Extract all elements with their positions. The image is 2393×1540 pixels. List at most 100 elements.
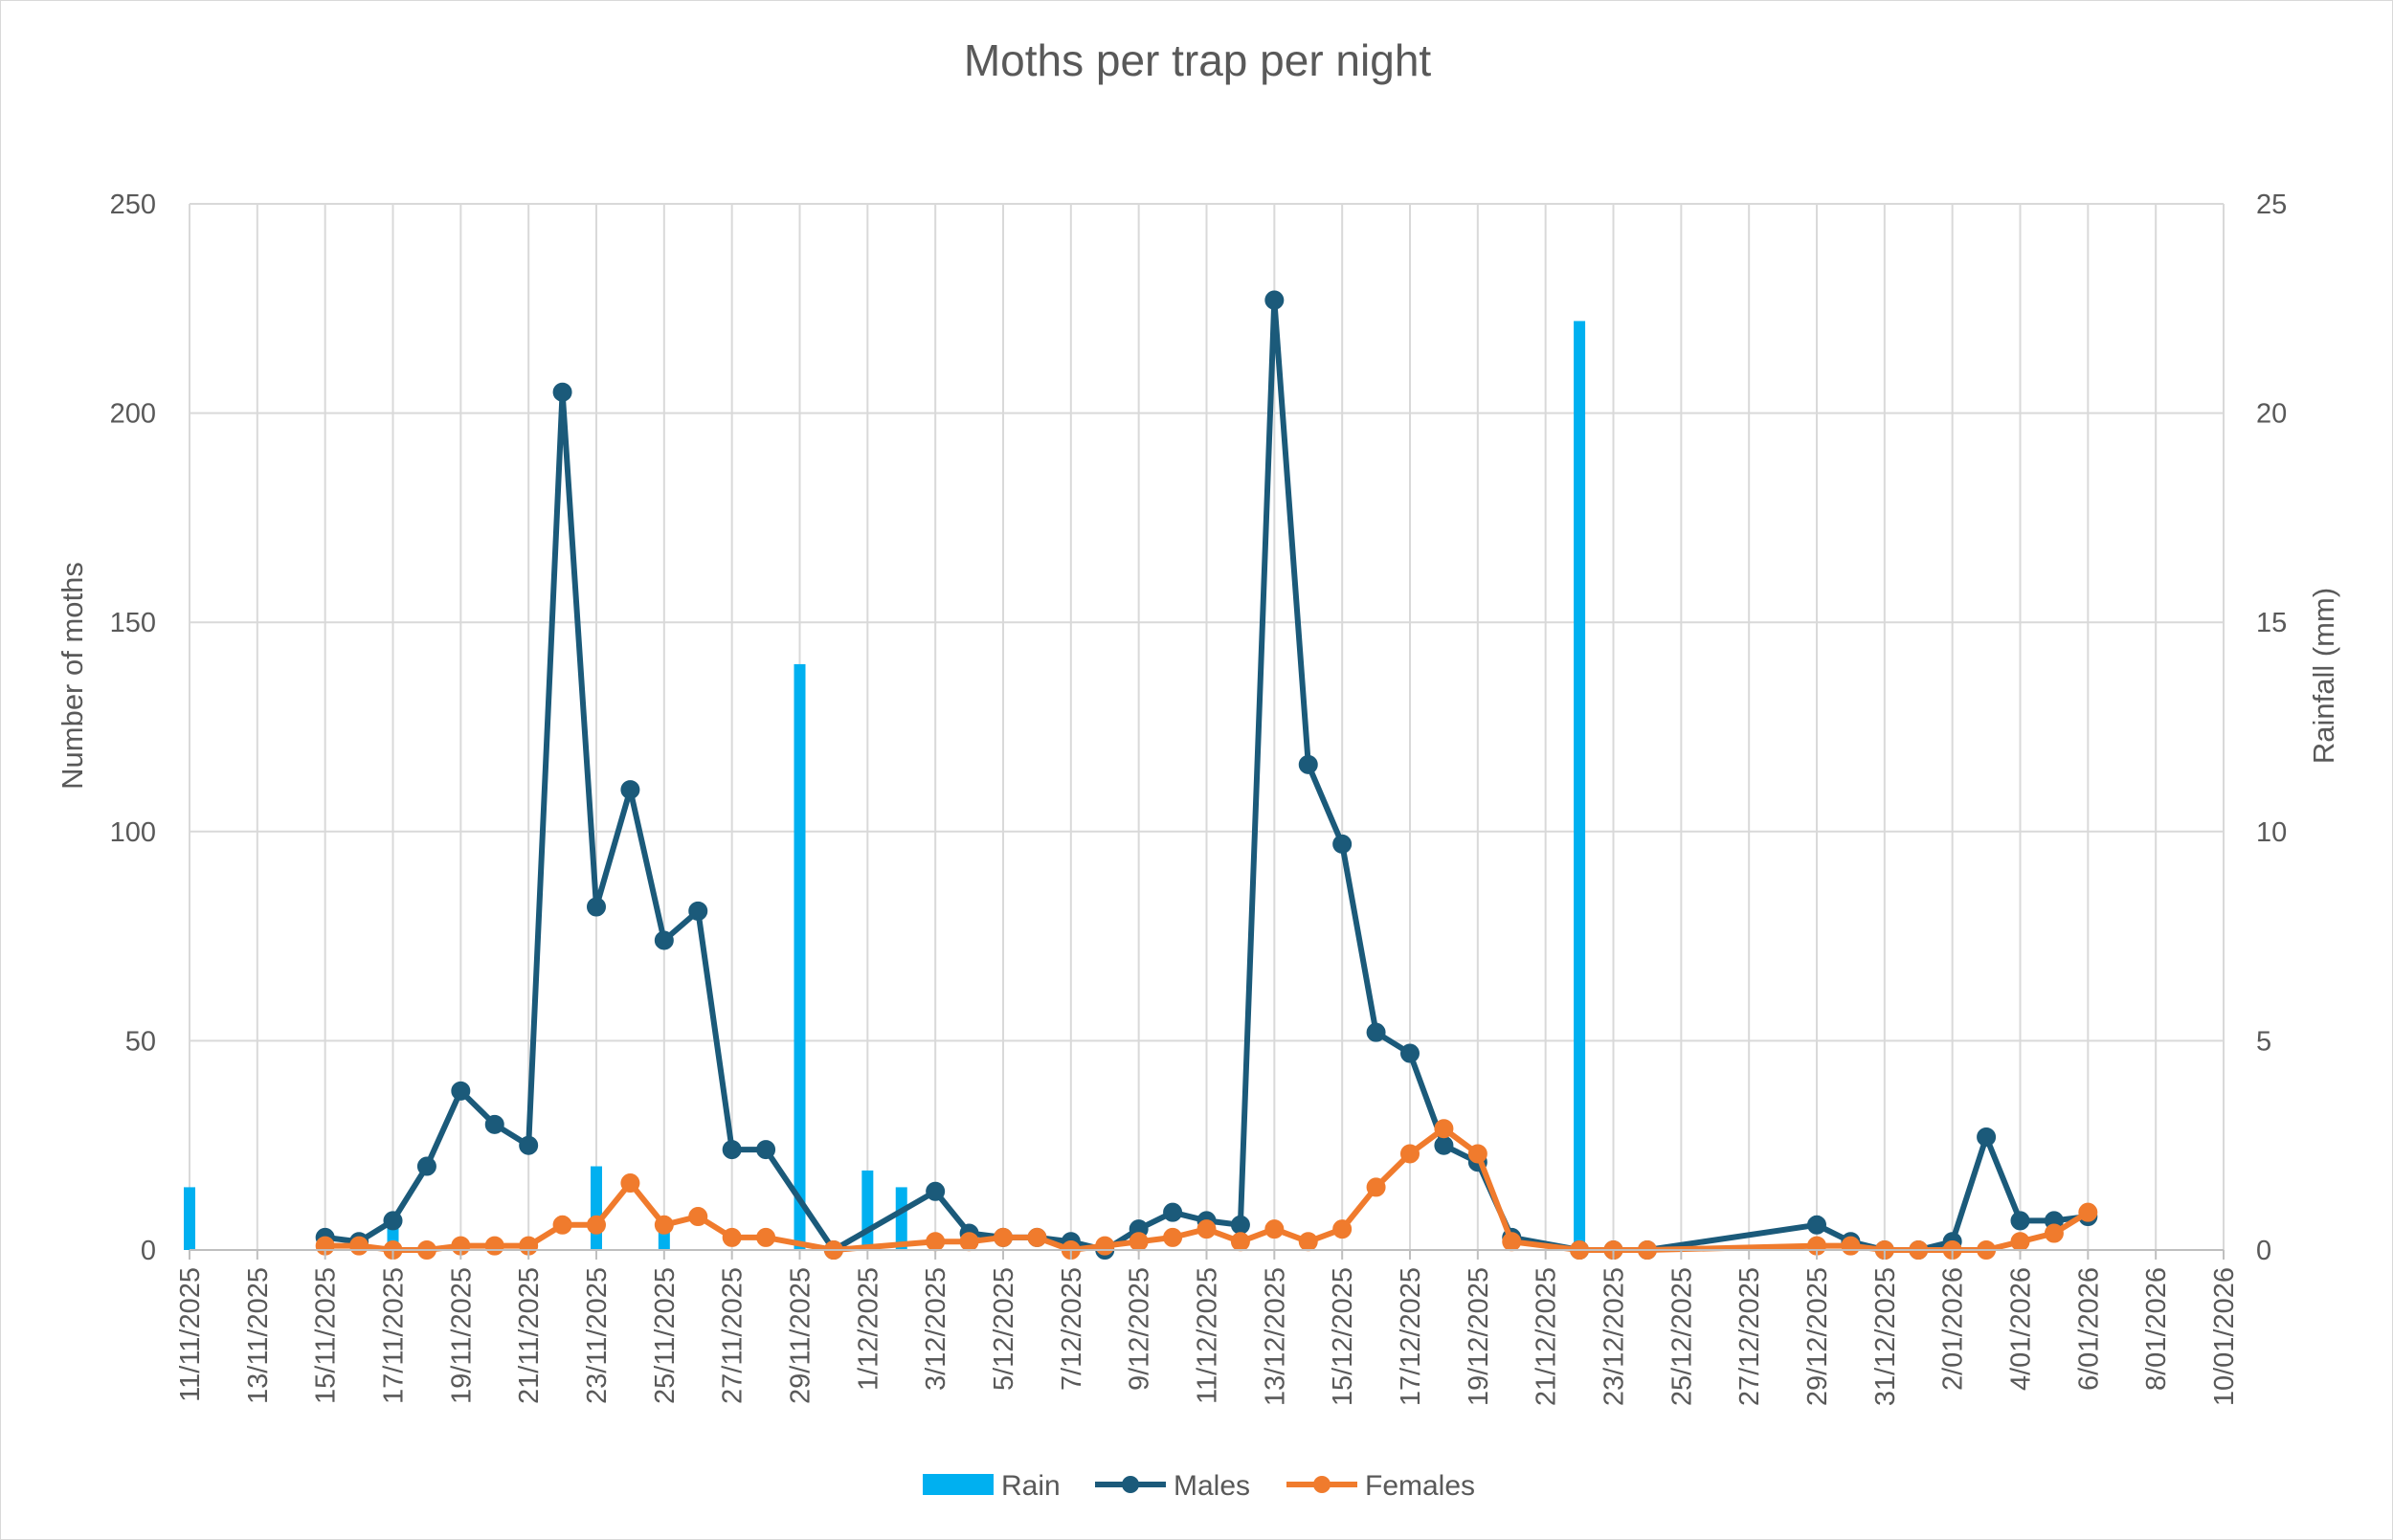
females-point (484, 1236, 504, 1256)
males-point (519, 1135, 539, 1155)
x-tick-label: 29/12/2025 (1802, 1267, 1833, 1406)
x-tick-label: 3/12/2025 (921, 1267, 951, 1391)
x-tick-label: 27/12/2025 (1734, 1267, 1765, 1406)
x-tick-label: 6/01/2026 (2073, 1267, 2104, 1391)
legend-item-females: Females (1286, 1470, 1475, 1502)
females-point (349, 1236, 369, 1256)
y-tick-label: 250 (110, 190, 156, 220)
legend-marker-females (1313, 1476, 1331, 1493)
legend: Rain Males Females (923, 1470, 1475, 1502)
x-tick-label: 27/11/2025 (718, 1267, 749, 1404)
males-point (1230, 1215, 1250, 1235)
x-tick-label: 19/11/2025 (446, 1267, 477, 1404)
x-tick-label: 13/11/2025 (243, 1267, 274, 1404)
y-tick-label: 150 (110, 608, 156, 638)
females-point (1841, 1236, 1861, 1256)
y2-tick-label: 15 (2256, 608, 2287, 638)
x-tick-label: 17/11/2025 (379, 1267, 410, 1404)
x-tick-label: 31/12/2025 (1870, 1267, 1901, 1406)
x-tick-label: 19/12/2025 (1464, 1267, 1494, 1406)
y2-tick-label: 5 (2256, 1026, 2271, 1057)
y-tick-label: 0 (141, 1236, 156, 1266)
females-point (1502, 1232, 1522, 1252)
males-point (1332, 834, 1353, 854)
females-point (2044, 1223, 2064, 1243)
legend-swatch-rain (923, 1474, 994, 1495)
males-point (1807, 1215, 1826, 1235)
gridlines (189, 203, 2225, 1251)
males-point (2010, 1211, 2030, 1231)
x-tick-label: 10/01/2026 (2209, 1267, 2240, 1406)
rain-bar (1574, 321, 1586, 1250)
females-point (1027, 1227, 1047, 1247)
females-point (1434, 1119, 1454, 1139)
males-point (654, 930, 674, 950)
x-tick-label: 5/12/2025 (989, 1267, 1019, 1391)
males-point (1400, 1043, 1420, 1063)
females-point (1129, 1232, 1149, 1252)
x-tick-label: 23/12/2025 (1599, 1267, 1630, 1406)
legend-label-rain: Rain (1001, 1470, 1061, 1502)
males-point (620, 780, 640, 800)
y2-tick-label: 20 (2256, 399, 2287, 430)
x-tick-label: 11/12/2025 (1193, 1267, 1223, 1404)
males-point (1298, 754, 1318, 774)
legend-label-females: Females (1365, 1470, 1475, 1502)
females-point (1467, 1144, 1487, 1164)
females-point (1332, 1219, 1353, 1239)
males-point (383, 1211, 403, 1231)
females-point (1298, 1232, 1318, 1252)
rain-bar (591, 1166, 602, 1250)
x-tick-label: 13/12/2025 (1260, 1267, 1290, 1406)
x-tick-label: 1/12/2025 (853, 1267, 883, 1391)
x-tick-label: 2/01/2026 (1938, 1267, 1969, 1391)
females-point (1163, 1227, 1183, 1247)
x-tick-label: 29/11/2025 (786, 1267, 816, 1404)
males-point (1163, 1202, 1183, 1222)
y-axis-label: Number of moths (56, 562, 89, 790)
x-tick-label: 25/11/2025 (650, 1267, 681, 1404)
x-tick-label: 15/11/2025 (311, 1267, 342, 1404)
y2-axis-label: Rainfall (mm) (2307, 588, 2340, 764)
x-tick-label: 9/12/2025 (1125, 1267, 1155, 1391)
males-point (1366, 1022, 1386, 1042)
x-tick-label: 11/11/2025 (175, 1267, 206, 1402)
females-point (926, 1232, 946, 1252)
y-tick-label: 200 (110, 399, 156, 430)
females-point (2010, 1232, 2030, 1252)
males-point (552, 382, 572, 402)
females-point (1230, 1232, 1250, 1252)
x-tick-label: 7/12/2025 (1057, 1267, 1087, 1391)
males-point (756, 1140, 776, 1160)
females-point (587, 1215, 606, 1235)
males-point (451, 1081, 471, 1101)
y2-tick-label: 10 (2256, 817, 2287, 848)
females-point (654, 1215, 674, 1235)
females-point (1095, 1236, 1115, 1256)
females-point (1366, 1177, 1386, 1197)
males-point (722, 1140, 742, 1160)
males-point (587, 897, 606, 917)
males-point (1977, 1127, 1997, 1147)
x-tick-label: 21/11/2025 (514, 1267, 545, 1404)
rain-bar (794, 663, 806, 1250)
x-tick-label: 21/12/2025 (1532, 1267, 1562, 1406)
x-tick-label: 23/11/2025 (582, 1267, 613, 1404)
chart-title: Moths per trap per night (964, 35, 1432, 85)
females-point (756, 1227, 776, 1247)
x-tick-label: 15/12/2025 (1328, 1267, 1358, 1406)
line-series (315, 290, 2098, 1260)
x-tick-label: 25/12/2025 (1666, 1267, 1697, 1406)
y-tick-label: 100 (110, 817, 156, 848)
legend-label-males: Males (1174, 1470, 1250, 1502)
rain-bar (861, 1170, 874, 1250)
legend-marker-males (1122, 1476, 1139, 1493)
males-point (416, 1156, 436, 1176)
males-point (926, 1181, 946, 1201)
y2-tick-label: 0 (2256, 1236, 2271, 1266)
axes: 0 50 100 150 200 250 0 5 10 15 20 25 11/11/2025 13/11… (110, 190, 2288, 1406)
females-point (688, 1207, 708, 1227)
legend-item-males: Males (1095, 1470, 1250, 1502)
